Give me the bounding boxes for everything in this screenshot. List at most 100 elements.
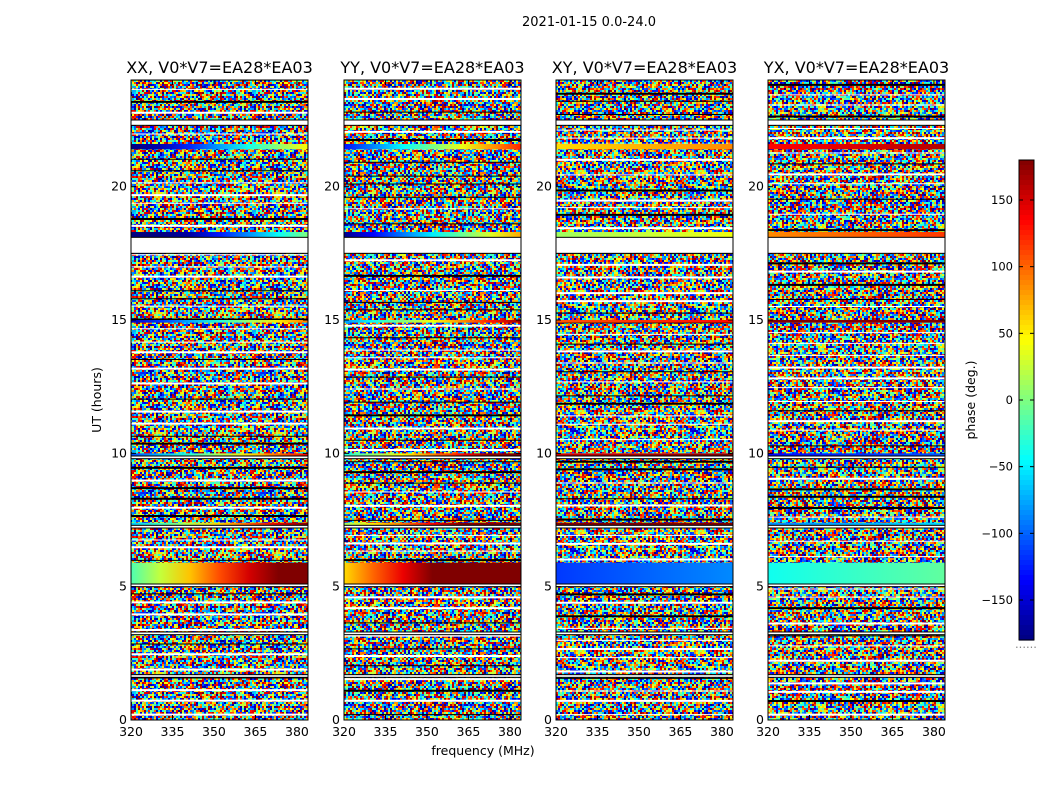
coherent-band <box>131 232 308 238</box>
y-tick-label: 5 <box>332 579 340 594</box>
coherent-band <box>556 232 733 238</box>
colorbar-segment <box>1019 635 1034 641</box>
colorbar-segment <box>1019 465 1034 471</box>
coherent-band <box>768 453 945 456</box>
colorbar-segment <box>1019 575 1034 581</box>
colorbar-segment <box>1019 605 1034 611</box>
x-tick-label: 335 <box>798 724 822 739</box>
colorbar-segment <box>1019 440 1034 446</box>
flagged-range <box>555 631 734 636</box>
colorbar-segment <box>1019 330 1034 336</box>
figure-title: 2021-01-15 0.0-24.0 <box>522 15 656 30</box>
flagged-range <box>555 236 734 254</box>
colorbar-segment <box>1019 265 1034 271</box>
panel-title: YX, V0*V7=EA28*EA03 <box>763 58 949 77</box>
colorbar-segment <box>1019 335 1034 341</box>
y-tick-label: 15 <box>324 312 340 327</box>
coherent-band <box>768 144 945 150</box>
flagged-range <box>130 674 309 678</box>
colorbar-segment <box>1019 360 1034 366</box>
colorbar-segment <box>1019 390 1034 396</box>
colorbar-segment <box>1019 230 1034 236</box>
colorbar-segment <box>1019 325 1034 331</box>
colorbar-segment <box>1019 160 1034 166</box>
flagged-range <box>767 674 946 678</box>
colorbar-segment <box>1019 355 1034 361</box>
colorbar-segment <box>1019 425 1034 431</box>
colorbar-segment <box>1019 460 1034 466</box>
y-tick-label: 5 <box>756 579 764 594</box>
colorbar-segment <box>1019 500 1034 506</box>
colorbar-segment <box>1019 370 1034 376</box>
colorbar-segment <box>1019 185 1034 191</box>
colorbar-segment <box>1019 195 1034 201</box>
colorbar-segment <box>1019 385 1034 391</box>
x-tick-label: 365 <box>881 724 905 739</box>
flagged-range <box>343 524 522 529</box>
colorbar-segment <box>1019 295 1034 301</box>
colorbar-segment <box>1019 365 1034 371</box>
coherent-band <box>768 562 945 584</box>
colorbar-segment <box>1019 600 1034 606</box>
y-tick-label: 0 <box>756 712 764 727</box>
colorbar: 150 100 50 0 −50 −100 −150 <box>981 159 1035 641</box>
y-tick-label: 5 <box>119 579 127 594</box>
coherent-band <box>131 562 308 584</box>
colorbar-segment <box>1019 225 1034 231</box>
x-tick-label: 365 <box>457 724 481 739</box>
colorbar-segment <box>1019 530 1034 536</box>
y-tick-label: 0 <box>119 712 127 727</box>
flagged-range <box>767 236 946 254</box>
y-tick-label: 10 <box>748 445 764 460</box>
colorbar-segment <box>1019 515 1034 521</box>
flagged-range <box>555 119 734 126</box>
colorbar-segment <box>1019 580 1034 586</box>
colorbar-segment <box>1019 285 1034 291</box>
colorbar-segment <box>1019 345 1034 351</box>
y-tick-label: 0 <box>332 712 340 727</box>
flagged-range <box>555 674 734 678</box>
colorbar-segment <box>1019 290 1034 296</box>
coherent-band <box>131 522 308 526</box>
colorbar-segment <box>1019 180 1034 186</box>
y-tick-label: 20 <box>748 179 764 194</box>
flagged-range <box>555 583 734 588</box>
colorbar-segment <box>1019 205 1034 211</box>
panel-xy: XY, V0*V7=EA28*EA03 320 335 350 365 380 0 5 10 15… <box>536 58 737 739</box>
y-axis-label: UT (hours) <box>89 367 104 433</box>
colorbar-segment <box>1019 455 1034 461</box>
y-tick-label: 10 <box>324 445 340 460</box>
y-tick-label: 10 <box>111 445 127 460</box>
flagged-range <box>130 631 309 636</box>
panel-title: YY, V0*V7=EA28*EA03 <box>339 58 524 77</box>
colorbar-segment <box>1019 520 1034 526</box>
colorbar-segment <box>1019 240 1034 246</box>
panel-yx: YX, V0*V7=EA28*EA03 320 335 350 365 380 0 5 10 15… <box>748 58 949 739</box>
flagged-range <box>343 455 522 460</box>
phase-heatmap <box>131 80 308 720</box>
colorbar-segment <box>1019 415 1034 421</box>
colorbar-segment <box>1019 595 1034 601</box>
flagged-range <box>555 524 734 529</box>
colorbar-segment <box>1019 615 1034 621</box>
colorbar-segment <box>1019 585 1034 591</box>
colorbar-segment <box>1019 485 1034 491</box>
x-tick-label: 350 <box>839 724 863 739</box>
axes-frame <box>343 79 522 721</box>
flagged-range <box>767 455 946 460</box>
coherent-band <box>344 144 521 150</box>
colorbar-segment <box>1019 215 1034 221</box>
colorbar-segment <box>1019 540 1034 546</box>
flagged-range <box>767 583 946 588</box>
coherent-band <box>768 232 945 238</box>
flagged-range <box>555 455 734 460</box>
colorbar-segment <box>1019 565 1034 571</box>
colorbar-tick-label: 100 <box>991 260 1013 274</box>
colorbar-segment <box>1019 405 1034 411</box>
colorbar-tick-label: 50 <box>998 326 1013 340</box>
colorbar-segment <box>1019 300 1034 306</box>
axes-frame <box>130 79 309 721</box>
y-tick-label: 5 <box>544 579 552 594</box>
colorbar-segment <box>1019 535 1034 541</box>
colorbar-segment <box>1019 165 1034 171</box>
